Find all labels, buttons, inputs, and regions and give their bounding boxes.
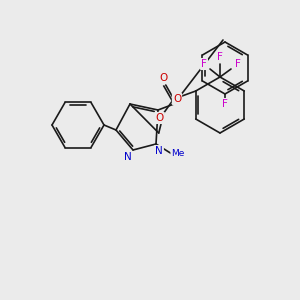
Text: Me: Me bbox=[171, 149, 185, 158]
Text: O: O bbox=[156, 113, 164, 123]
Text: N: N bbox=[124, 152, 132, 162]
Text: F: F bbox=[235, 59, 241, 69]
Text: F: F bbox=[222, 99, 228, 109]
Text: F: F bbox=[217, 52, 223, 62]
Text: F: F bbox=[201, 59, 207, 69]
Text: N: N bbox=[155, 146, 163, 156]
Text: O: O bbox=[173, 94, 181, 104]
Text: O: O bbox=[160, 73, 168, 83]
